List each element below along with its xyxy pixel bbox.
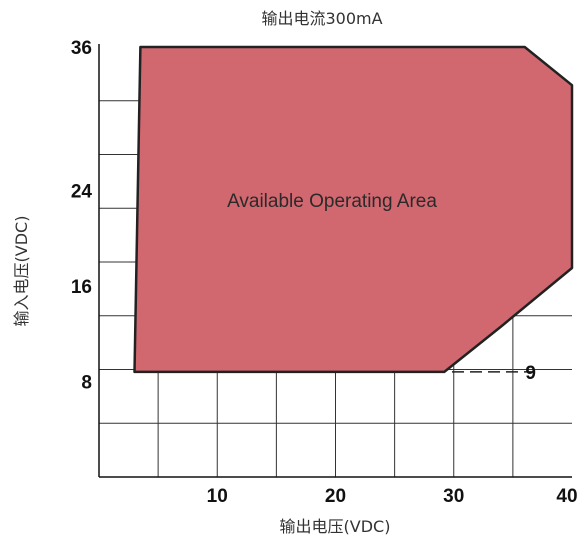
y-tick-label: 24 (71, 181, 93, 202)
x-axis-label: 输出电压(VDC) (280, 517, 391, 536)
operating-area-polygon (133, 45, 574, 374)
operating-area (133, 45, 574, 374)
y-tick-label: 36 (71, 38, 92, 59)
y-tick-label: 8 (81, 372, 92, 393)
chart-title: 输出电流300mA (261, 9, 382, 28)
y-tick-label: 16 (71, 277, 92, 298)
x-tick-label: 10 (207, 486, 228, 507)
x-tick-label: 40 (556, 486, 577, 507)
area-label: Available Operating Area (227, 191, 437, 212)
axes (98, 44, 572, 478)
tick-labels: 10 20 30 40 8 16 24 36 (71, 38, 578, 507)
x-tick-label: 30 (443, 486, 464, 507)
annotations: 9 (452, 363, 536, 384)
annotation-label: 9 (525, 363, 536, 384)
x-tick-label: 20 (325, 486, 346, 507)
y-axis-label: 输入电压(VDC) (12, 216, 31, 327)
